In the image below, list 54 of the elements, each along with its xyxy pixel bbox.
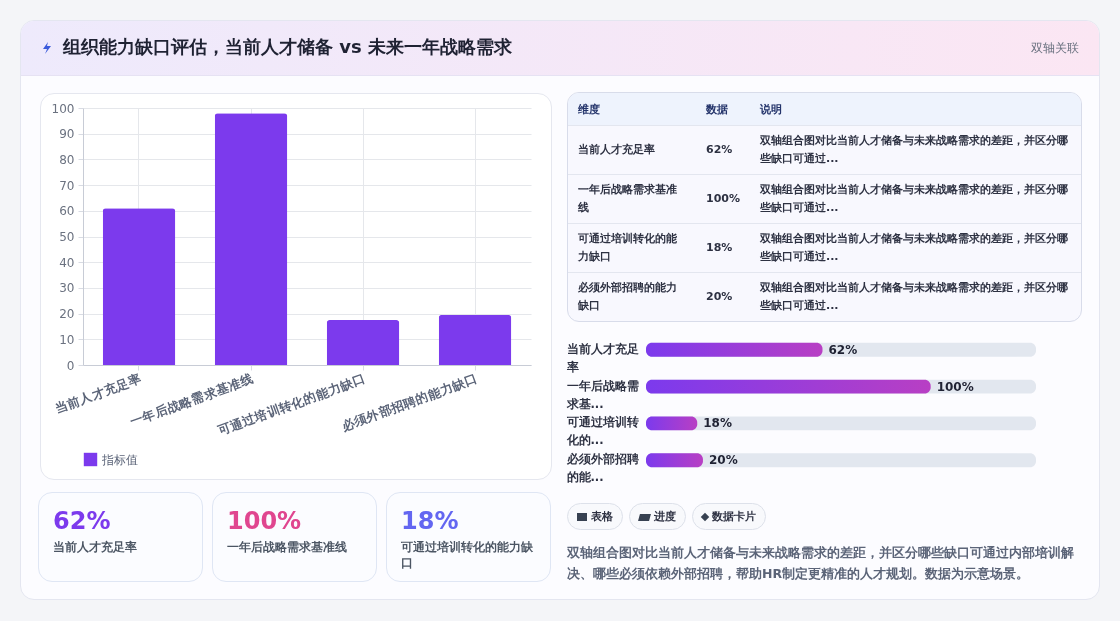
y-tick-label: 60 — [59, 204, 75, 219]
text: 组织能力缺口评估，当前人才储备 vs 未来一年战略需求 — [63, 35, 512, 59]
y-tick-label: 100 — [51, 101, 75, 116]
text: 18% — [401, 507, 459, 535]
text: 双轴组合图对比当前人才储备与未来战略需求的差距，并区分哪些缺口可通过... — [749, 272, 1081, 321]
category-label: 当前人才充足率 — [566, 341, 639, 374]
bar — [438, 314, 512, 365]
y-tick-label: 20 — [59, 307, 75, 322]
text: 维度 — [568, 93, 696, 126]
text: 说明 — [749, 93, 1081, 126]
text: 数据卡片 — [712, 510, 756, 523]
y-tick-label: 70 — [59, 178, 75, 193]
text: 数据 — [696, 93, 750, 126]
data-label: 20% — [708, 453, 738, 468]
y-tick-label: 80 — [59, 152, 75, 167]
category-label: 必须外部招聘的能... — [566, 452, 639, 485]
y-tick-label: 40 — [59, 255, 75, 270]
category-label: 可通过培训转化的... — [566, 415, 639, 448]
bar — [646, 416, 698, 431]
category-label: 一年后战略需求基... — [566, 378, 639, 411]
y-tick-label: 50 — [59, 230, 75, 244]
data-label: 100% — [936, 379, 974, 394]
y-tick-label: 30 — [59, 281, 75, 296]
bar — [102, 208, 176, 365]
y-tick-label: 90 — [59, 127, 75, 142]
text: 20% — [706, 290, 733, 303]
text: 62% — [53, 507, 111, 535]
text: 双轴组合图对比当前人才储备与未来战略需求的差距，并区分哪些缺口可通过... — [749, 223, 1081, 273]
text: 双轴组合图对比当前人才储备与未来战略需求的差距，并区分哪些缺口可通过... — [749, 125, 1081, 175]
data-label: 62% — [828, 342, 858, 357]
text: 100% — [706, 192, 740, 205]
bar — [326, 320, 400, 365]
category-label: 一年后战略需求基准线 — [568, 174, 696, 224]
text: 100% — [227, 507, 302, 535]
category-label: 当前人才充足率 — [568, 125, 696, 175]
category-label: 当前人才充足率 — [53, 539, 138, 555]
x-tick-label: 当前人才充足率 — [52, 370, 144, 416]
legend-label: 指标值 — [101, 452, 138, 467]
category-label: 必须外部招聘的能力缺口 — [568, 272, 696, 321]
text: 62% — [706, 143, 733, 156]
category-label: 一年后战略需求基准线 — [227, 539, 348, 555]
text: 双轴关联 — [1031, 40, 1079, 57]
text: 18% — [706, 241, 733, 254]
text: 双轴组合图对比当前人才储备与未来战略需求的差距，并区分哪些缺口可通过内部培训解决、哪些必须依赖外部招聘，帮助HR制定更精准的人才规划。数据为示意场景。 — [567, 544, 1075, 583]
category-label: 可通过培训转化的能力缺口 — [568, 223, 696, 273]
category-label: 可通过培训转化的能力缺口 — [401, 539, 534, 571]
text: 进度 — [654, 510, 676, 523]
y-tick-label: 10 — [59, 332, 75, 347]
text: 表格 — [591, 510, 613, 523]
data-label: 18% — [703, 416, 732, 431]
y-tick-label: 0 — [66, 358, 75, 373]
bar — [214, 113, 288, 365]
text: 双轴组合图对比当前人才储备与未来战略需求的差距，并区分哪些缺口可通过... — [749, 174, 1081, 224]
bar — [646, 453, 703, 468]
